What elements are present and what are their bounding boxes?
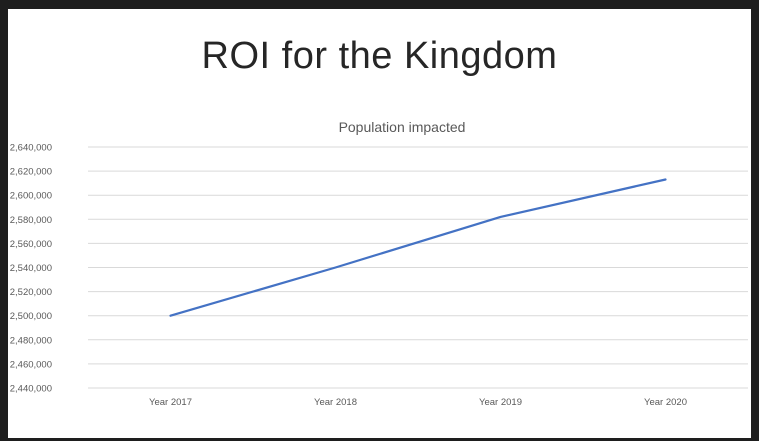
slide-title: ROI for the Kingdom bbox=[201, 35, 558, 77]
y-tick-label: 2,440,000 bbox=[10, 384, 52, 395]
y-axis-tick-labels: 2,440,000 2,460,000 2,480,000 2,500,000 2,52… bbox=[10, 143, 52, 395]
gridlines bbox=[88, 146, 748, 389]
chart-title: Population impacted bbox=[339, 119, 466, 135]
y-tick-label: 2,620,000 bbox=[10, 167, 52, 178]
series-layer bbox=[169, 178, 667, 317]
x-tick-label: Year 2019 bbox=[479, 397, 522, 408]
x-tick-label: Year 2018 bbox=[314, 397, 357, 408]
series-line bbox=[169, 178, 667, 317]
y-tick-label: 2,540,000 bbox=[10, 263, 52, 274]
y-tick-label: 2,500,000 bbox=[10, 311, 52, 322]
x-axis-tick-labels: Year 2017 Year 2018 Year 2019 Year 2020 bbox=[149, 397, 687, 408]
y-tick-label: 2,580,000 bbox=[10, 215, 52, 226]
y-tick-label: 2,560,000 bbox=[10, 239, 52, 250]
y-tick-label: 2,520,000 bbox=[10, 287, 52, 298]
y-tick-label: 2,460,000 bbox=[10, 359, 52, 370]
y-tick-label: 2,480,000 bbox=[10, 335, 52, 346]
x-tick-label: Year 2020 bbox=[644, 397, 687, 408]
y-tick-label: 2,640,000 bbox=[10, 143, 52, 154]
x-tick-label: Year 2017 bbox=[149, 397, 192, 408]
y-tick-label: 2,600,000 bbox=[10, 191, 52, 202]
